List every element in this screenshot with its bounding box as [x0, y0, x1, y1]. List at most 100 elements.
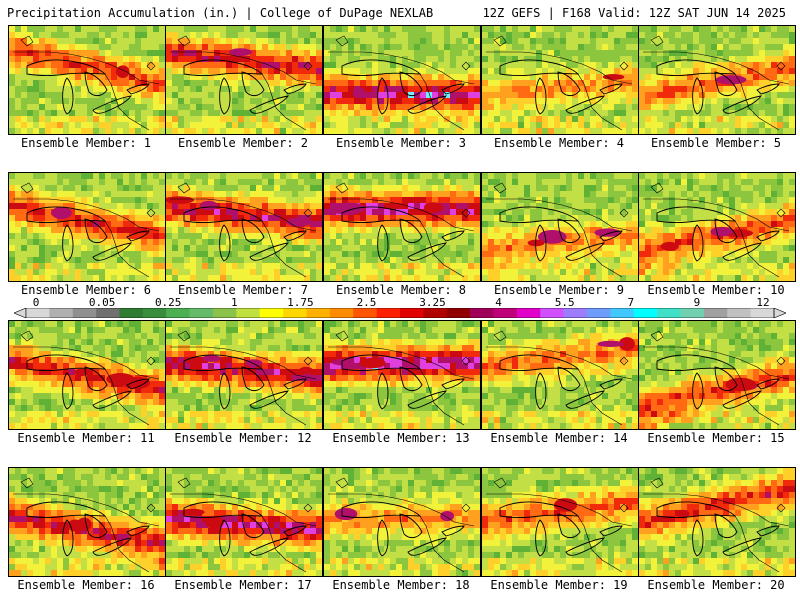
border-line: [776, 503, 786, 513]
lake-outline: [183, 354, 264, 371]
ensemble-member-label: Ensemble Member: 3: [335, 136, 467, 150]
border-line: [650, 182, 664, 194]
lake-outline: [399, 218, 423, 244]
lake-outline: [599, 230, 623, 242]
border-line: [461, 503, 471, 513]
lake-outline: [377, 519, 389, 557]
colorbar-swatch: [633, 308, 658, 318]
precip-field: [166, 26, 322, 134]
precip-field: [639, 26, 795, 134]
colorbar-swatch: [142, 308, 167, 318]
precip-field: [639, 321, 795, 429]
border-line: [303, 208, 313, 218]
lake-outline: [283, 378, 307, 390]
ensemble-map-panel: [323, 320, 481, 430]
colorbar-tick-label: 12: [756, 296, 770, 309]
lake-outline: [283, 525, 307, 537]
precip-field: [324, 321, 480, 429]
colorbar-swatch: [727, 308, 751, 318]
border-line: [104, 73, 150, 131]
lake-outline: [441, 525, 465, 537]
lake-outline: [756, 230, 780, 242]
border-line: [619, 208, 629, 218]
lake-outline: [84, 218, 108, 244]
border-line: [261, 368, 307, 426]
precip-field: [482, 468, 638, 576]
precip-field: [482, 321, 638, 429]
lake-outline: [26, 206, 107, 223]
border-line: [13, 198, 160, 232]
lake-outline: [219, 372, 231, 410]
colorbar-swatch: [493, 308, 518, 318]
precip-field: [9, 468, 165, 576]
ensemble-map-panel: [481, 467, 639, 577]
lake-outline: [241, 218, 265, 244]
precip-field: [639, 173, 795, 281]
colorbar-swatch: [283, 308, 307, 318]
border-line: [419, 515, 465, 573]
precip-field: [9, 173, 165, 281]
border-line: [20, 330, 34, 342]
lake-outline: [407, 537, 447, 556]
ensemble-map-panel: [165, 467, 323, 577]
colorbar-tick-label: 5.5: [554, 296, 575, 309]
lake-outline: [499, 59, 580, 76]
lake-outline: [126, 230, 150, 242]
lake-outline: [241, 513, 265, 539]
colorbar-tick-label: 0: [32, 296, 40, 309]
border-line: [261, 220, 307, 278]
lake-outline: [557, 513, 581, 539]
ensemble-map-panel: [8, 25, 166, 135]
border-line: [177, 182, 191, 194]
colorbar-tick-label: 9: [693, 296, 701, 309]
colorbar-tick-label: 1: [230, 296, 238, 309]
border-line: [577, 220, 623, 278]
lake-outline: [92, 390, 132, 409]
lake-outline: [92, 95, 132, 114]
ensemble-member-label: Ensemble Member: 6: [20, 283, 152, 297]
precip-field: [324, 173, 480, 281]
border-line: [734, 515, 780, 573]
precip-field: [324, 26, 480, 134]
border-line: [20, 35, 34, 47]
ensemble-member-label: Ensemble Member: 19: [490, 578, 628, 592]
colorbar-swatch: [119, 308, 144, 318]
colorbar-swatch: [189, 308, 214, 318]
border-line: [177, 35, 191, 47]
lake-outline: [241, 366, 265, 392]
ensemble-member-label: Ensemble Member: 20: [647, 578, 785, 592]
lake-outline: [599, 525, 623, 537]
precip-field: [166, 173, 322, 281]
border-line: [776, 356, 786, 366]
border-line: [486, 346, 633, 380]
ensemble-map-panel: [323, 172, 481, 282]
precip-field: [9, 26, 165, 134]
lake-outline: [183, 59, 264, 76]
border-line: [328, 346, 475, 380]
lake-outline: [557, 218, 581, 244]
border-line: [734, 368, 780, 426]
colorbar-swatch: [400, 308, 424, 318]
lake-outline: [656, 354, 737, 371]
border-line: [328, 198, 475, 232]
lake-outline: [283, 230, 307, 242]
border-line: [13, 493, 160, 527]
lake-outline: [126, 83, 150, 95]
colorbar-tick-label: 2.5: [356, 296, 377, 309]
ensemble-map-panel: [638, 320, 796, 430]
lake-outline: [756, 525, 780, 537]
lake-outline: [722, 537, 762, 556]
ensemble-member-label: Ensemble Member: 12: [174, 431, 312, 445]
ensemble-map-panel: [638, 25, 796, 135]
border-line: [734, 73, 780, 131]
colorbar-tick-label: 1.75: [287, 296, 314, 309]
border-line: [20, 182, 34, 194]
lake-outline: [126, 525, 150, 537]
colorbar-swatch: [540, 308, 564, 318]
colorbar-swatch: [680, 308, 705, 318]
border-line: [419, 73, 465, 131]
border-line: [328, 51, 475, 85]
ensemble-member-label: Ensemble Member: 14: [490, 431, 628, 445]
ensemble-map-panel: [8, 172, 166, 282]
colorbar-swatch: [703, 308, 728, 318]
